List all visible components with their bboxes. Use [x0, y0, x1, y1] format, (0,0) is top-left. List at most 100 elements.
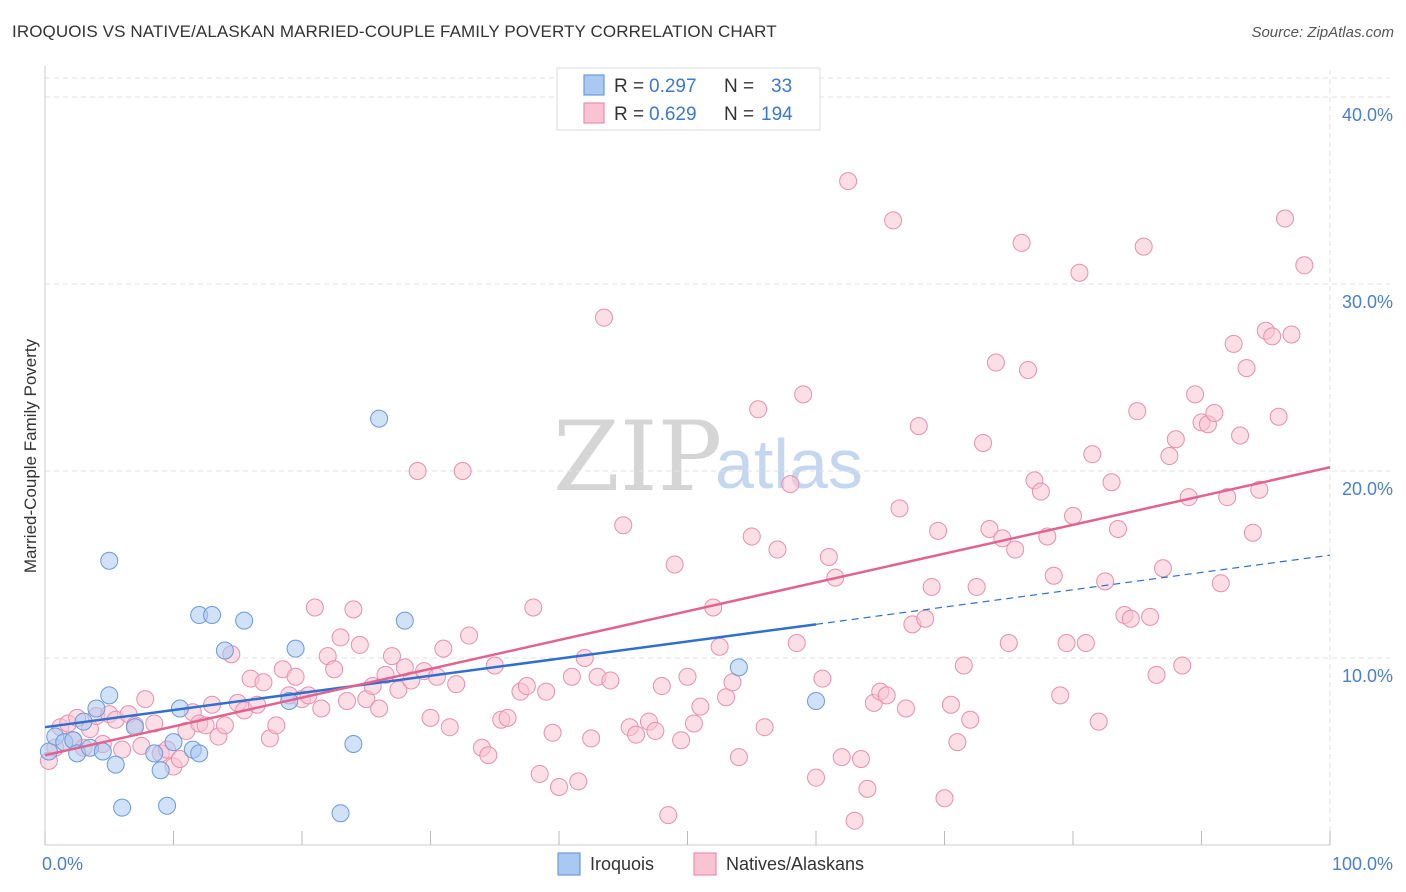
- natives-point-127: [916, 609, 935, 628]
- natives-point-124: [896, 699, 915, 718]
- iroquois-point-28: [344, 735, 363, 754]
- natives-point-179: [1250, 480, 1269, 499]
- natives-point-93: [665, 555, 684, 574]
- natives-point-68: [479, 746, 498, 765]
- iroquois-point-17: [164, 733, 183, 752]
- natives-point-110: [807, 768, 825, 787]
- gridlines: [45, 70, 1390, 845]
- natives-point-46: [331, 628, 350, 647]
- natives-point-137: [980, 519, 999, 538]
- natives-point-181: [1263, 327, 1282, 346]
- natives-point-148: [1051, 686, 1070, 705]
- bottom-legend-label-iroquois: Iroquois: [590, 854, 654, 874]
- natives-point-115: [839, 172, 858, 191]
- natives-point-62: [434, 639, 453, 658]
- natives-point-58: [408, 462, 427, 480]
- natives-point-39: [286, 667, 305, 686]
- iroquois-trend-extension: [815, 554, 1331, 625]
- natives-point-126: [909, 417, 928, 436]
- natives-point-155: [1096, 572, 1115, 591]
- natives-point-99: [710, 637, 729, 656]
- natives-point-133: [954, 656, 973, 675]
- iroquois-point-7: [87, 699, 106, 718]
- natives-point-159: [1121, 609, 1140, 628]
- natives-point-136: [974, 433, 993, 452]
- natives-point-150: [1064, 506, 1082, 525]
- natives-point-95: [678, 667, 697, 686]
- trend-lines: [44, 466, 1331, 757]
- natives-point-157: [1108, 519, 1127, 538]
- chart-title: IROQUOIS VS NATIVE/ALASKAN MARRIED-COUPL…: [12, 22, 777, 41]
- iroquois-point-14: [145, 744, 164, 763]
- natives-point-63: [440, 718, 459, 737]
- axes: [44, 66, 1331, 846]
- natives-point-107: [781, 475, 800, 494]
- natives-point-172: [1205, 404, 1224, 423]
- natives-point-80: [569, 772, 588, 791]
- natives-point-177: [1237, 359, 1256, 378]
- natives-trend-line: [44, 466, 1331, 757]
- natives-point-82: [582, 729, 601, 748]
- natives-point-174: [1218, 488, 1237, 507]
- natives-point-165: [1160, 447, 1179, 466]
- natives-point-118: [858, 779, 877, 798]
- natives-point-60: [421, 708, 440, 727]
- natives-point-156: [1102, 473, 1121, 492]
- natives-point-21: [170, 749, 189, 768]
- natives-point-175: [1224, 334, 1243, 353]
- iroquois-point-8: [93, 742, 112, 761]
- natives-point-149: [1057, 634, 1076, 653]
- natives-point-111: [813, 669, 832, 688]
- natives-point-108: [787, 634, 806, 653]
- natives-point-101: [723, 673, 742, 692]
- natives-point-91: [652, 677, 671, 696]
- natives-point-71: [498, 708, 517, 727]
- legend-r-label-iroquois: R =: [614, 76, 644, 97]
- natives-point-81: [575, 649, 594, 667]
- natives-point-138: [986, 353, 1005, 372]
- natives-point-183: [1276, 209, 1295, 228]
- natives-point-47: [337, 692, 356, 711]
- natives-point-76: [537, 682, 556, 701]
- natives-point-88: [627, 725, 646, 744]
- stats-legend: R = 0.297 N = 33 R = 0.629 N = 194: [556, 67, 821, 131]
- natives-point-97: [691, 697, 710, 716]
- natives-point-122: [884, 211, 903, 230]
- natives-point-86: [614, 516, 633, 535]
- natives-point-12: [113, 740, 132, 759]
- natives-point-48: [344, 600, 363, 619]
- bottom-legend-swatch-iroquois: [557, 852, 581, 876]
- natives-point-112: [819, 548, 838, 567]
- natives-point-185: [1295, 256, 1314, 275]
- iroquois-point-29: [370, 409, 389, 428]
- natives-point-161: [1134, 237, 1153, 256]
- natives-point-147: [1044, 566, 1063, 585]
- legend-n-label-natives: N =: [724, 104, 754, 125]
- iroquois-point-15: [151, 761, 170, 780]
- iroquois-point-30: [395, 611, 414, 630]
- natives-point-65: [453, 462, 472, 480]
- iroquois-point-9: [100, 686, 119, 705]
- natives-point-153: [1083, 445, 1102, 464]
- legend-r-value-natives: 0.629: [649, 104, 697, 125]
- natives-point-131: [941, 695, 960, 714]
- legend-r-value-iroquois: 0.297: [649, 76, 697, 97]
- bottom-legend-label-natives: Natives/Alaskans: [726, 854, 864, 874]
- source-label: Source: ZipAtlas.com: [1251, 24, 1394, 41]
- legend-n-label-iroquois: N =: [724, 76, 754, 97]
- natives-point-64: [447, 675, 466, 694]
- y-tick-label-2: 30.0%: [1342, 292, 1393, 312]
- iroquois-point-27: [331, 804, 350, 823]
- natives-point-66: [460, 626, 479, 645]
- legend-swatch-iroquois: [583, 74, 605, 96]
- natives-point-49: [350, 635, 369, 654]
- natives-point-173: [1211, 574, 1230, 593]
- natives-point-152: [1076, 634, 1095, 653]
- natives-point-128: [922, 577, 941, 596]
- natives-point-134: [961, 710, 980, 729]
- y-tick-label-0: 10.0%: [1342, 666, 1393, 686]
- iroquois-point-12: [100, 551, 119, 570]
- iroquois-point-22: [203, 605, 222, 624]
- natives-point-34: [254, 673, 273, 692]
- natives-point-166: [1166, 430, 1185, 449]
